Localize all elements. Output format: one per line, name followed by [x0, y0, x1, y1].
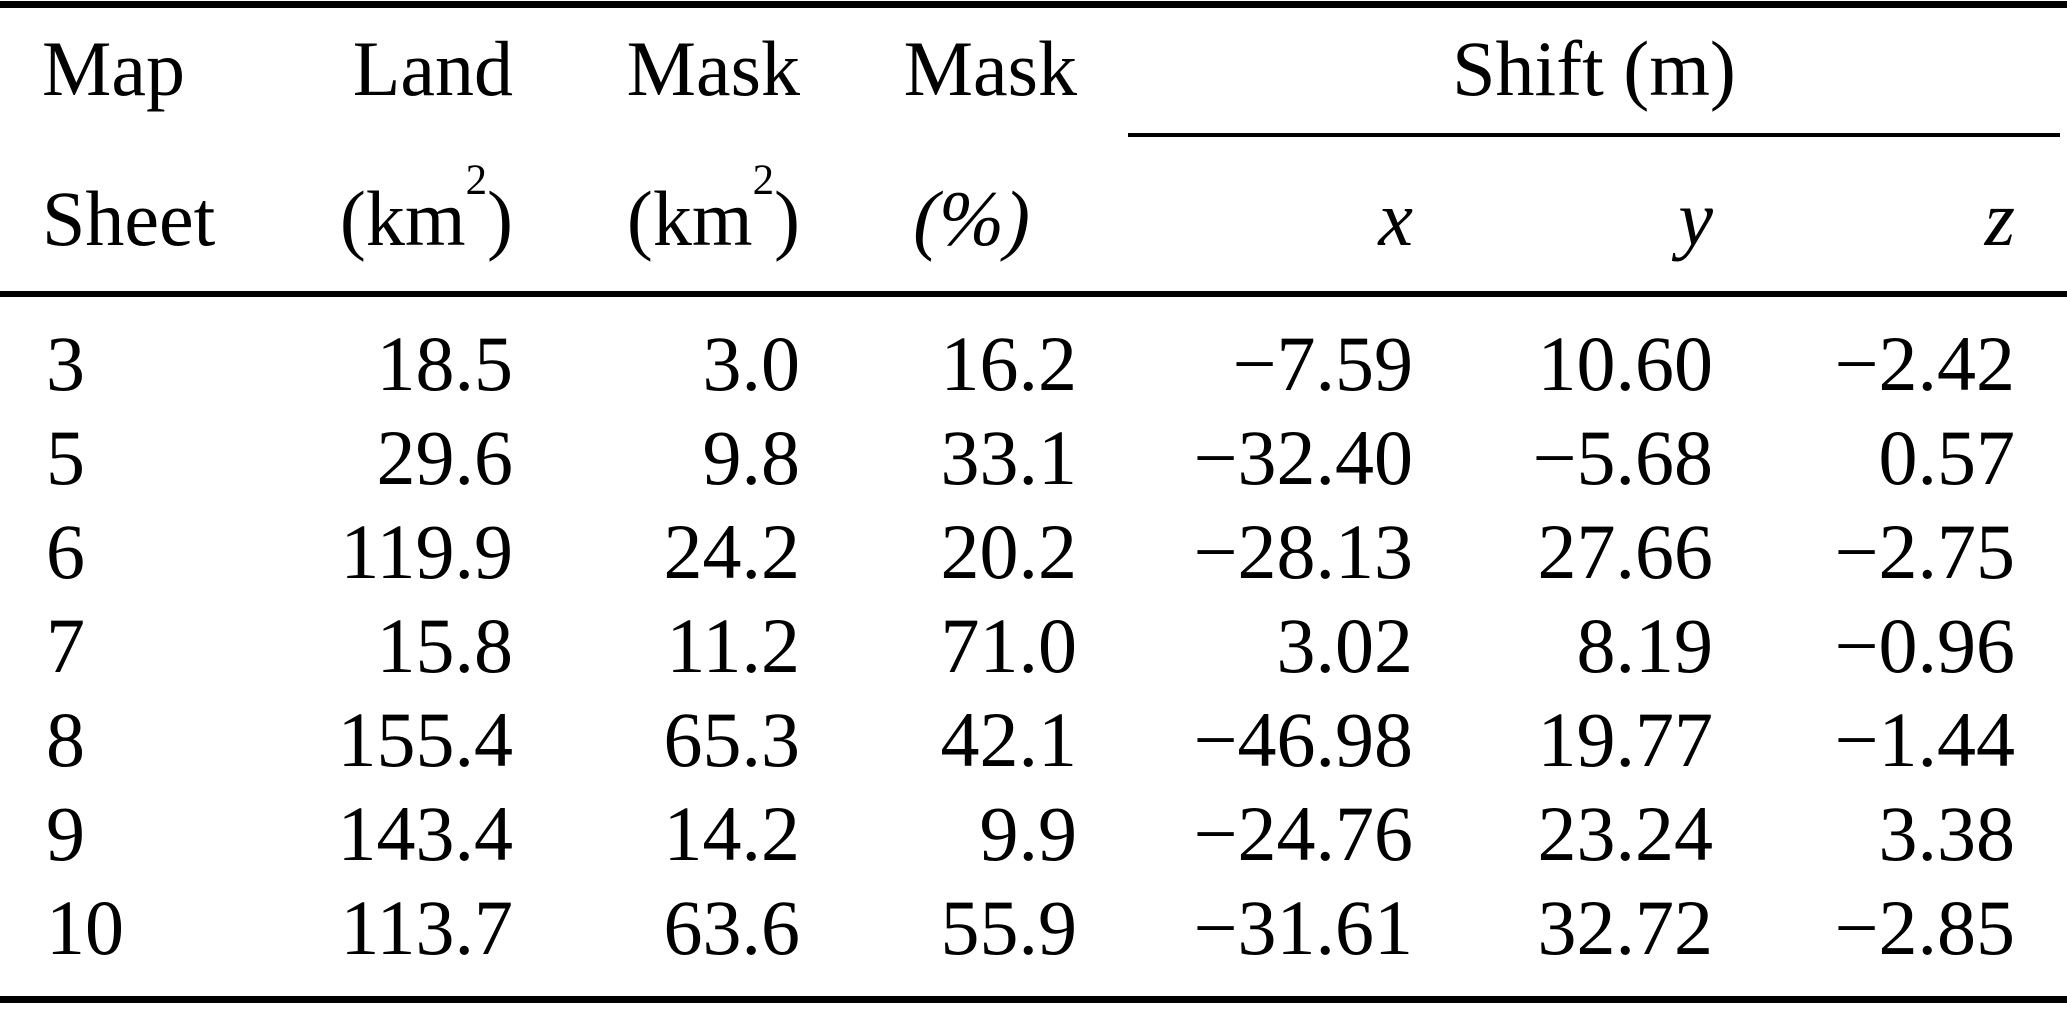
cell-land-km2: 18.5: [376, 320, 514, 407]
cell-shift-x: −28.13: [1193, 508, 1414, 595]
unit-text: ): [487, 175, 513, 262]
cell-shift-z: −2.85: [1834, 884, 2016, 971]
unit-superscript: 2: [752, 157, 775, 205]
unit-superscript: 2: [465, 157, 488, 205]
col-header-land: Land: [352, 25, 513, 112]
table-row: 3 18.5 3.0 16.2 −7.59 10.60 −2.42: [0, 317, 2067, 411]
shift-group-rule: [1128, 133, 2060, 137]
cell-mask-percent: 55.9: [940, 884, 1078, 971]
col-header-mask-percent: Mask: [903, 25, 1077, 112]
cell-mask-km2: 14.2: [663, 790, 801, 877]
cell-shift-y: −5.68: [1532, 414, 1714, 501]
col-unit-mask-percent: (%): [913, 175, 1030, 262]
cell-mask-km2: 24.2: [663, 508, 801, 595]
cell-map-sheet: 3: [46, 320, 85, 407]
cell-land-km2: 29.6: [376, 414, 514, 501]
col-header-shift-x: x: [1378, 175, 1413, 262]
cell-land-km2: 113.7: [340, 884, 513, 971]
table-header-rule: [0, 291, 2067, 297]
cell-shift-x: −31.61: [1193, 884, 1414, 971]
unit-text: (km: [626, 175, 753, 262]
col-unit-land-km2: (km2): [340, 159, 513, 258]
unit-text: ): [774, 175, 800, 262]
cell-mask-percent: 16.2: [940, 320, 1078, 407]
cell-shift-x: −24.76: [1193, 790, 1414, 877]
col-header-shift-group: Shift (m): [1452, 25, 1736, 112]
cell-shift-x: 3.02: [1276, 602, 1414, 689]
cell-shift-z: −2.42: [1834, 320, 2016, 407]
cell-map-sheet: 8: [46, 696, 85, 783]
cell-land-km2: 143.4: [337, 790, 514, 877]
cell-shift-z: −0.96: [1834, 602, 2016, 689]
cell-shift-y: 27.66: [1537, 508, 1714, 595]
table-row: 8 155.4 65.3 42.1 −46.98 19.77 −1.44: [0, 693, 2067, 787]
table-top-rule: [0, 1, 2067, 8]
cell-mask-km2: 63.6: [663, 884, 801, 971]
cell-map-sheet: 9: [46, 790, 85, 877]
table-row: 9 143.4 14.2 9.9 −24.76 23.24 3.38: [0, 787, 2067, 881]
table-row: 5 29.6 9.8 33.1 −32.40 −5.68 0.57: [0, 411, 2067, 505]
cell-land-km2: 155.4: [337, 696, 514, 783]
cell-mask-percent: 42.1: [940, 696, 1078, 783]
cell-shift-x: −32.40: [1193, 414, 1414, 501]
col-header-mask-area: Mask: [626, 25, 800, 112]
cell-mask-km2: 11.2: [666, 602, 800, 689]
cell-map-sheet: 6: [46, 508, 85, 595]
cell-shift-y: 10.60: [1537, 320, 1714, 407]
cell-land-km2: 15.8: [376, 602, 514, 689]
cell-mask-km2: 65.3: [663, 696, 801, 783]
cell-shift-x: −7.59: [1232, 320, 1414, 407]
cell-shift-z: 0.57: [1878, 414, 2016, 501]
cell-mask-percent: 9.9: [979, 790, 1078, 877]
table-body: 3 18.5 3.0 16.2 −7.59 10.60 −2.42 5 29.6…: [0, 317, 2067, 975]
col-unit-mask-km2: (km2): [627, 159, 800, 258]
cell-shift-y: 8.19: [1576, 602, 1714, 689]
cell-map-sheet: 7: [46, 602, 85, 689]
cell-mask-percent: 33.1: [940, 414, 1078, 501]
table-row: 6 119.9 24.2 20.2 −28.13 27.66 −2.75: [0, 505, 2067, 599]
cell-mask-km2: 9.8: [702, 414, 801, 501]
table-row: 7 15.8 11.2 71.0 3.02 8.19 −0.96: [0, 599, 2067, 693]
table-bottom-rule: [0, 996, 2067, 1003]
cell-shift-z: −2.75: [1834, 508, 2016, 595]
cell-mask-percent: 71.0: [940, 602, 1078, 689]
unit-text: (km: [339, 175, 466, 262]
cell-shift-x: −46.98: [1193, 696, 1414, 783]
col-header-shift-y: y: [1678, 175, 1713, 262]
cell-shift-y: 19.77: [1537, 696, 1714, 783]
cell-land-km2: 119.9: [340, 508, 513, 595]
cell-mask-km2: 3.0: [702, 320, 801, 407]
cell-mask-percent: 20.2: [940, 508, 1078, 595]
table-row: 10 113.7 63.6 55.9 −31.61 32.72 −2.85: [0, 881, 2067, 975]
col-header-map: Map: [42, 25, 185, 112]
cell-shift-z: −1.44: [1834, 696, 2016, 783]
cell-map-sheet: 5: [46, 414, 85, 501]
cell-shift-y: 32.72: [1537, 884, 1714, 971]
cell-shift-y: 23.24: [1537, 790, 1714, 877]
cell-map-sheet: 10: [46, 884, 124, 971]
cell-shift-z: 3.38: [1878, 790, 2016, 877]
col-header-sheet: Sheet: [42, 175, 216, 262]
col-header-shift-z: z: [1984, 175, 2015, 262]
